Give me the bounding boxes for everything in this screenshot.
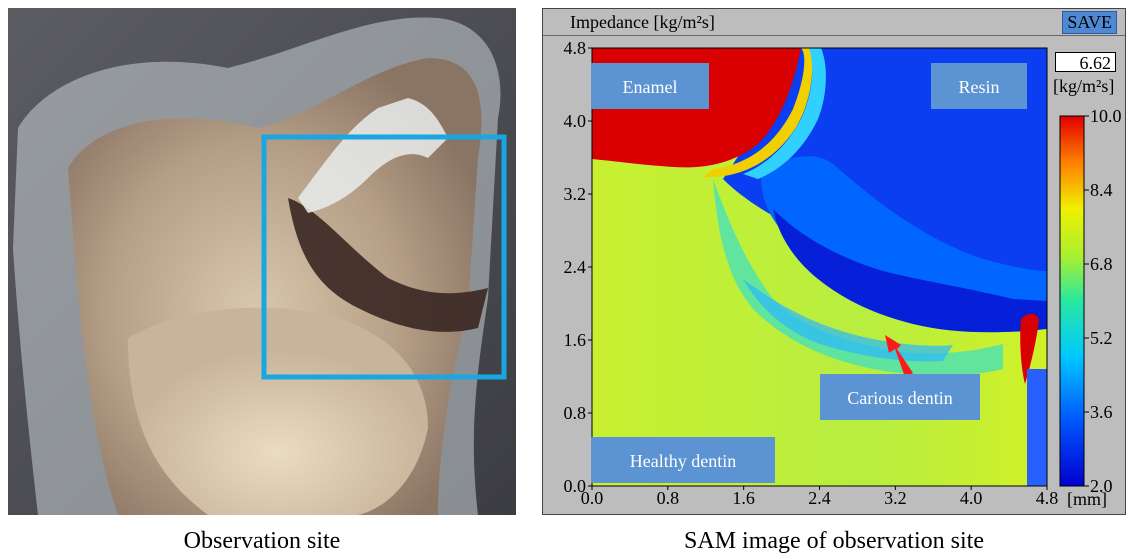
colorbar-tick-label: 8.4	[1090, 180, 1113, 200]
colorbar-ticks: 10.0 8.4 6.8 5.2 3.6 2.0	[1084, 106, 1122, 496]
impedance-map	[592, 48, 1047, 486]
colorbar-tick-label: 2.0	[1090, 476, 1113, 496]
svg-text:Resin: Resin	[958, 77, 999, 97]
x-tick-label: 0.8	[657, 488, 680, 508]
colorbar-tick-label: 5.2	[1090, 328, 1113, 348]
label-resin: Resin	[931, 63, 1027, 109]
impedance-title: Impedance [kg/m²s]	[570, 12, 715, 32]
x-tick-label: 4.8	[1036, 488, 1059, 508]
colorbar-tick-label: 3.6	[1090, 402, 1113, 422]
colorbar-tick-label: 6.8	[1090, 254, 1113, 274]
colorbar-tick-label: 10.0	[1090, 106, 1122, 126]
tooth-photo	[8, 8, 516, 515]
x-axis-ticks: 0.0 0.8 1.6 2.4 3.2 4.0 4.8	[581, 486, 1059, 508]
observation-box	[261, 134, 507, 380]
y-tick-label: 4.0	[564, 111, 587, 131]
photo-caption: Observation site	[183, 528, 341, 554]
label-carious-dentin: Carious dentin	[820, 374, 980, 420]
y-tick-label: 0.0	[564, 476, 587, 496]
y-tick-label: 3.2	[564, 184, 587, 204]
label-enamel: Enamel	[591, 63, 709, 109]
x-tick-label: 3.2	[884, 488, 907, 508]
x-tick-label: 2.4	[808, 488, 831, 508]
label-healthy-dentin: Healthy dentin	[591, 437, 775, 483]
x-tick-label: 1.6	[732, 488, 755, 508]
y-axis-ticks: 0.0 0.8 1.6 2.4 3.2 4.0 4.8	[564, 38, 592, 496]
x-unit-label: [mm]	[1067, 489, 1107, 509]
colorbar	[1059, 115, 1085, 487]
carious-arrow-icon	[885, 335, 913, 377]
impedance-readout: 6.62	[1055, 52, 1116, 73]
svg-text:Healthy dentin: Healthy dentin	[630, 451, 736, 471]
y-tick-label: 0.8	[564, 403, 587, 423]
readout-unit: [kg/m²s]	[1053, 76, 1115, 96]
svg-text:Carious dentin: Carious dentin	[847, 388, 953, 408]
save-button[interactable]: SAVE	[1062, 11, 1117, 34]
sam-header: Impedance [kg/m²s] SAVE	[543, 9, 1125, 36]
y-tick-label: 4.8	[564, 38, 587, 58]
y-tick-label: 1.6	[564, 330, 587, 350]
sam-window: Impedance [kg/m²s] SAVE	[542, 8, 1126, 515]
svg-text:Enamel: Enamel	[623, 77, 678, 97]
y-tick-label: 2.4	[564, 257, 587, 277]
sam-caption: SAM image of observation site	[684, 528, 984, 554]
x-tick-label: 0.0	[581, 488, 604, 508]
sam-plot: Enamel Resin Carious dentin Healthy dent…	[564, 38, 1122, 509]
x-tick-label: 4.0	[960, 488, 983, 508]
